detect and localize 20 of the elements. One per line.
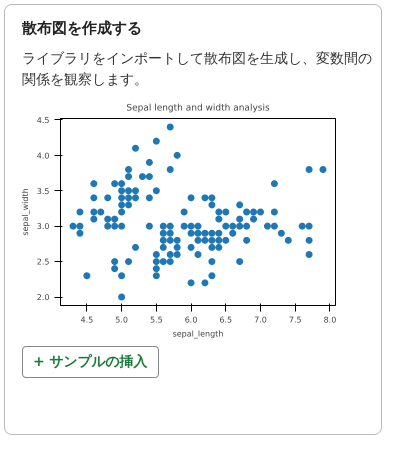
x-tick-label: 7.0 bbox=[254, 316, 267, 325]
x-tick-label: 4.5 bbox=[80, 316, 94, 325]
x-tick-label: 5.0 bbox=[115, 316, 128, 325]
text: + サンプルの挿入 bbox=[22, 346, 159, 378]
x-tick-label: 6.0 bbox=[184, 316, 198, 325]
y-axis-title: sepal_width bbox=[20, 188, 30, 236]
x-tick-label: 7.5 bbox=[288, 316, 302, 325]
text: ライブラリをインポートして散布図を生成し、変数間の関係を観察します。 bbox=[22, 50, 372, 90]
x-tick-label: 5.5 bbox=[150, 316, 163, 325]
x-axis-title: sepal_length bbox=[172, 330, 224, 339]
text: 散布図を作成する bbox=[22, 18, 142, 39]
chart-title: Sepal length and width analysis bbox=[126, 104, 270, 114]
y-tick-label: 3.5 bbox=[36, 187, 50, 196]
y-tick-label: 2.5 bbox=[36, 258, 50, 268]
y-tick-label: 3.0 bbox=[36, 222, 50, 232]
x-tick-label: 8.0 bbox=[324, 316, 336, 325]
y-tick-label: 4.0 bbox=[36, 152, 50, 161]
y-tick-label: 4.5 bbox=[36, 116, 50, 126]
y-tick-label: 2.0 bbox=[36, 293, 50, 302]
x-tick-label: 6.5 bbox=[219, 316, 232, 325]
